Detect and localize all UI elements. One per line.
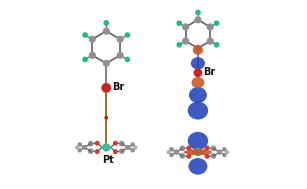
Circle shape [214, 42, 220, 48]
Circle shape [174, 150, 179, 155]
Circle shape [78, 142, 82, 147]
Circle shape [88, 148, 94, 154]
Circle shape [82, 145, 87, 150]
Ellipse shape [188, 102, 208, 120]
Circle shape [204, 146, 209, 150]
Circle shape [207, 23, 214, 31]
Circle shape [134, 146, 138, 149]
Text: Br: Br [203, 67, 216, 77]
Circle shape [194, 68, 202, 77]
Circle shape [89, 52, 96, 59]
Circle shape [186, 154, 191, 159]
Circle shape [169, 153, 174, 157]
Circle shape [103, 60, 110, 67]
Circle shape [222, 147, 227, 152]
Circle shape [182, 23, 189, 31]
Circle shape [104, 116, 108, 120]
Circle shape [101, 83, 111, 93]
Circle shape [103, 20, 109, 26]
Ellipse shape [189, 87, 207, 103]
Circle shape [119, 141, 125, 146]
Circle shape [204, 154, 209, 159]
Circle shape [194, 16, 201, 23]
Ellipse shape [191, 57, 205, 70]
Circle shape [125, 57, 130, 62]
Text: Br: Br [112, 82, 124, 92]
Circle shape [169, 147, 174, 152]
Circle shape [82, 145, 87, 150]
Circle shape [102, 143, 111, 152]
Circle shape [89, 36, 96, 43]
Ellipse shape [188, 158, 207, 175]
Circle shape [194, 45, 201, 52]
Circle shape [217, 150, 222, 155]
Circle shape [177, 42, 182, 48]
Circle shape [211, 146, 216, 151]
Ellipse shape [188, 132, 208, 150]
Circle shape [225, 150, 229, 154]
Circle shape [214, 20, 220, 26]
Circle shape [125, 32, 130, 38]
Circle shape [95, 141, 100, 146]
Circle shape [126, 145, 130, 150]
Circle shape [130, 148, 135, 153]
Ellipse shape [192, 77, 204, 88]
Circle shape [195, 10, 201, 15]
Circle shape [117, 36, 124, 43]
Circle shape [82, 32, 88, 38]
Circle shape [180, 153, 185, 159]
Circle shape [180, 146, 185, 151]
Circle shape [126, 145, 130, 150]
Circle shape [78, 148, 82, 153]
Circle shape [211, 153, 216, 159]
Circle shape [194, 148, 202, 156]
Circle shape [186, 146, 191, 150]
Circle shape [113, 149, 118, 154]
Circle shape [130, 142, 135, 147]
Circle shape [117, 52, 124, 59]
Circle shape [207, 38, 214, 45]
Circle shape [174, 150, 179, 155]
Circle shape [75, 146, 79, 149]
Circle shape [82, 57, 88, 62]
Ellipse shape [184, 149, 212, 155]
Circle shape [177, 20, 182, 26]
Circle shape [182, 38, 189, 45]
Circle shape [119, 148, 125, 154]
Circle shape [88, 141, 94, 146]
Circle shape [217, 150, 222, 155]
Text: Pt: Pt [102, 155, 114, 165]
Circle shape [113, 141, 118, 146]
Circle shape [167, 150, 170, 154]
Circle shape [103, 28, 110, 35]
Ellipse shape [193, 45, 203, 55]
Circle shape [222, 153, 227, 157]
Circle shape [95, 149, 100, 154]
